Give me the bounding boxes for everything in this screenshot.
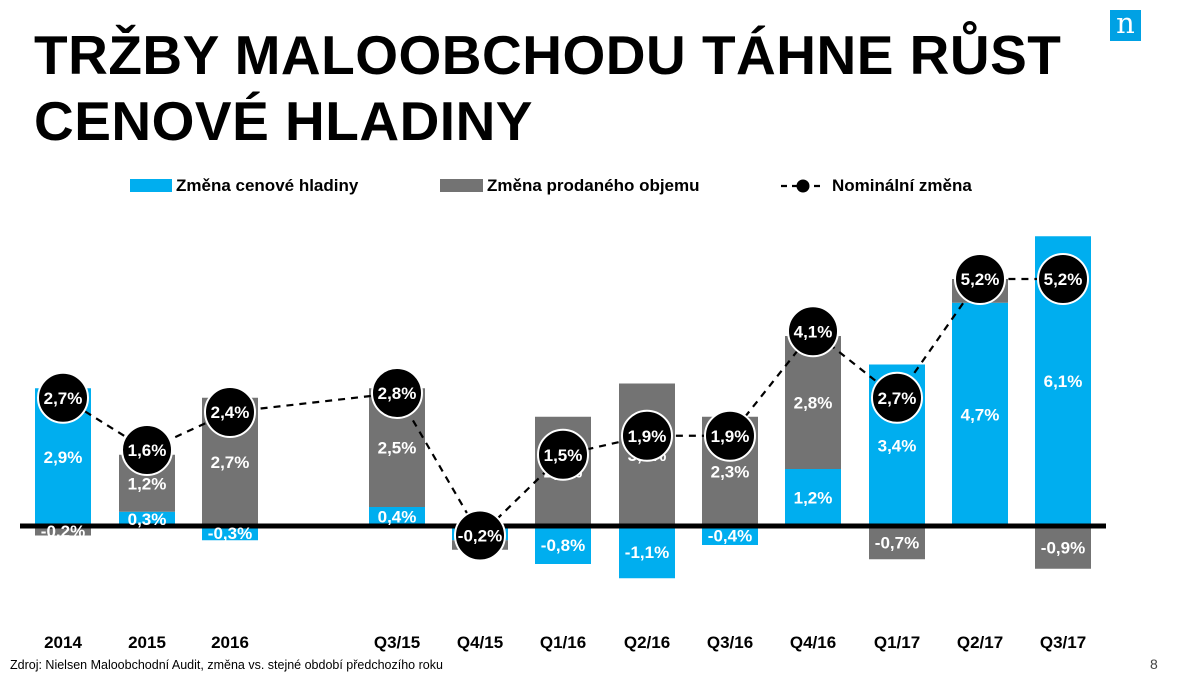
bar-label-volume-Q4/16: 2,8%: [794, 394, 833, 413]
legend-swatch-nominal: [781, 179, 824, 193]
logo-letter: n: [1116, 6, 1135, 40]
bar-price-Q2/16: [619, 526, 675, 579]
legend-label-price: Změna cenové hladiny: [176, 176, 359, 195]
nominal-label-Q2/17: 5,2%: [961, 270, 1000, 289]
bar-label-price-2015: 0,3%: [128, 510, 167, 529]
bar-label-price-Q2/17: 4,7%: [961, 405, 1000, 424]
x-tick-label-2014: 2014: [44, 633, 82, 652]
bar-price-Q3/15: [369, 507, 425, 526]
x-tick-label-Q3/15: Q3/15: [374, 633, 420, 652]
plot-area: 2,9%-0,2%0,3%1,2%-0,3%2,7%0,4%2,5%-0,3%-…: [20, 236, 1106, 652]
nominal-label-Q1/17: 2,7%: [878, 389, 917, 408]
nominal-point-2015: [121, 424, 173, 476]
nominal-point-Q1/17: [871, 371, 923, 424]
nominal-point-Q1/16: [537, 428, 589, 481]
legend-label-nominal: Nominální změna: [832, 176, 972, 195]
nominal-point-2014: [37, 371, 89, 424]
nominal-label-Q4/15: -0,2%: [458, 527, 502, 546]
nominal-label-Q3/15: 2,8%: [378, 384, 417, 403]
nielsen-logo: n: [1110, 9, 1141, 41]
nominal-label-Q1/16: 1,5%: [544, 446, 583, 465]
nominal-label-Q3/17: 5,2%: [1044, 270, 1083, 289]
bar-label-volume-2016: 2,7%: [211, 453, 250, 472]
bar-label-price-Q1/16: -0,8%: [541, 536, 585, 555]
nominal-point-Q4/16: [787, 305, 839, 358]
retail-sales-chart: Změna cenové hladiny Změna prodaného obj…: [20, 176, 1106, 652]
x-tick-label-Q2/17: Q2/17: [957, 633, 1003, 652]
x-tick-label-Q2/16: Q2/16: [624, 633, 670, 652]
x-tick-label-2015: 2015: [128, 633, 166, 652]
bar-label-volume-Q3/17: -0,9%: [1041, 538, 1085, 557]
x-tick-label-2016: 2016: [211, 633, 249, 652]
bar-price-Q4/16: [785, 469, 841, 526]
bar-price-Q2/17: [952, 302, 1008, 526]
legend-label-volume: Změna prodaného objemu: [487, 176, 700, 195]
bar-label-price-Q3/16: -0,4%: [708, 527, 752, 546]
nominal-label-Q2/16: 1,9%: [628, 427, 667, 446]
x-tick-label-Q3/16: Q3/16: [707, 633, 753, 652]
bar-volume-Q1/17: [869, 526, 925, 560]
bar-label-price-Q1/17: 3,4%: [878, 436, 917, 455]
bar-volume-2014: [35, 526, 91, 536]
bar-volume-Q3/17: [1035, 526, 1091, 569]
title-line-1: TRŽBY MALOOBCHODU TÁHNE RŮST: [34, 24, 1062, 86]
bar-label-volume-Q3/16: 2,3%: [711, 462, 750, 481]
title-line-2: CENOVÉ HLADINY: [34, 90, 533, 152]
x-tick-label-Q1/17: Q1/17: [874, 633, 920, 652]
nominal-label-2016: 2,4%: [211, 403, 250, 422]
nominal-point-Q3/17: [1037, 253, 1089, 305]
bar-label-volume-Q3/15: 2,5%: [378, 439, 417, 458]
bar-volume-Q4/16: [785, 336, 841, 469]
legend-swatch-price: [130, 179, 172, 192]
bar-label-price-2014: 2,9%: [44, 448, 83, 467]
bar-label-price-Q3/15: 0,4%: [378, 508, 417, 527]
nominal-point-2016: [204, 386, 256, 438]
nominal-label-2014: 2,7%: [44, 389, 83, 408]
bar-price-2015: [119, 511, 175, 526]
nominal-label-Q4/16: 4,1%: [794, 322, 833, 341]
legend-swatch-volume: [440, 179, 483, 192]
nominal-point-Q2/16: [621, 409, 673, 462]
nominal-label-2015: 1,6%: [128, 441, 167, 460]
x-tick-label-Q4/15: Q4/15: [457, 633, 503, 652]
bar-price-2016: [202, 526, 258, 541]
page-title: TRŽBY MALOOBCHODU TÁHNE RŮST CENOVÉ HLAD…: [34, 22, 1061, 154]
chart-legend: Změna cenové hladiny Změna prodaného obj…: [130, 176, 972, 195]
bar-label-price-Q3/17: 6,1%: [1044, 372, 1083, 391]
source-note: Zdroj: Nielsen Maloobchodní Audit, změna…: [10, 658, 443, 672]
nominal-label-Q3/16: 1,9%: [711, 427, 750, 446]
bar-price-Q3/16: [702, 526, 758, 545]
x-tick-label-Q1/16: Q1/16: [540, 633, 586, 652]
page-number: 8: [1150, 656, 1158, 672]
bar-label-volume-2014: -0,2%: [41, 522, 85, 541]
x-tick-label-Q3/17: Q3/17: [1040, 633, 1086, 652]
bar-label-price-Q2/16: -1,1%: [625, 543, 669, 562]
nominal-point-Q2/17: [954, 253, 1006, 305]
bar-label-price-2016: -0,3%: [208, 524, 252, 543]
bar-price-Q1/16: [535, 526, 591, 564]
bar-label-volume-Q1/17: -0,7%: [875, 534, 919, 553]
bar-label-price-Q4/16: 1,2%: [794, 489, 833, 508]
nominal-point-Q3/15: [371, 367, 423, 419]
bar-label-volume-2015: 1,2%: [128, 474, 167, 493]
nominal-point-Q4/15: [454, 509, 506, 562]
nominal-point-Q3/16: [704, 409, 756, 462]
x-tick-label-Q4/16: Q4/16: [790, 633, 836, 652]
